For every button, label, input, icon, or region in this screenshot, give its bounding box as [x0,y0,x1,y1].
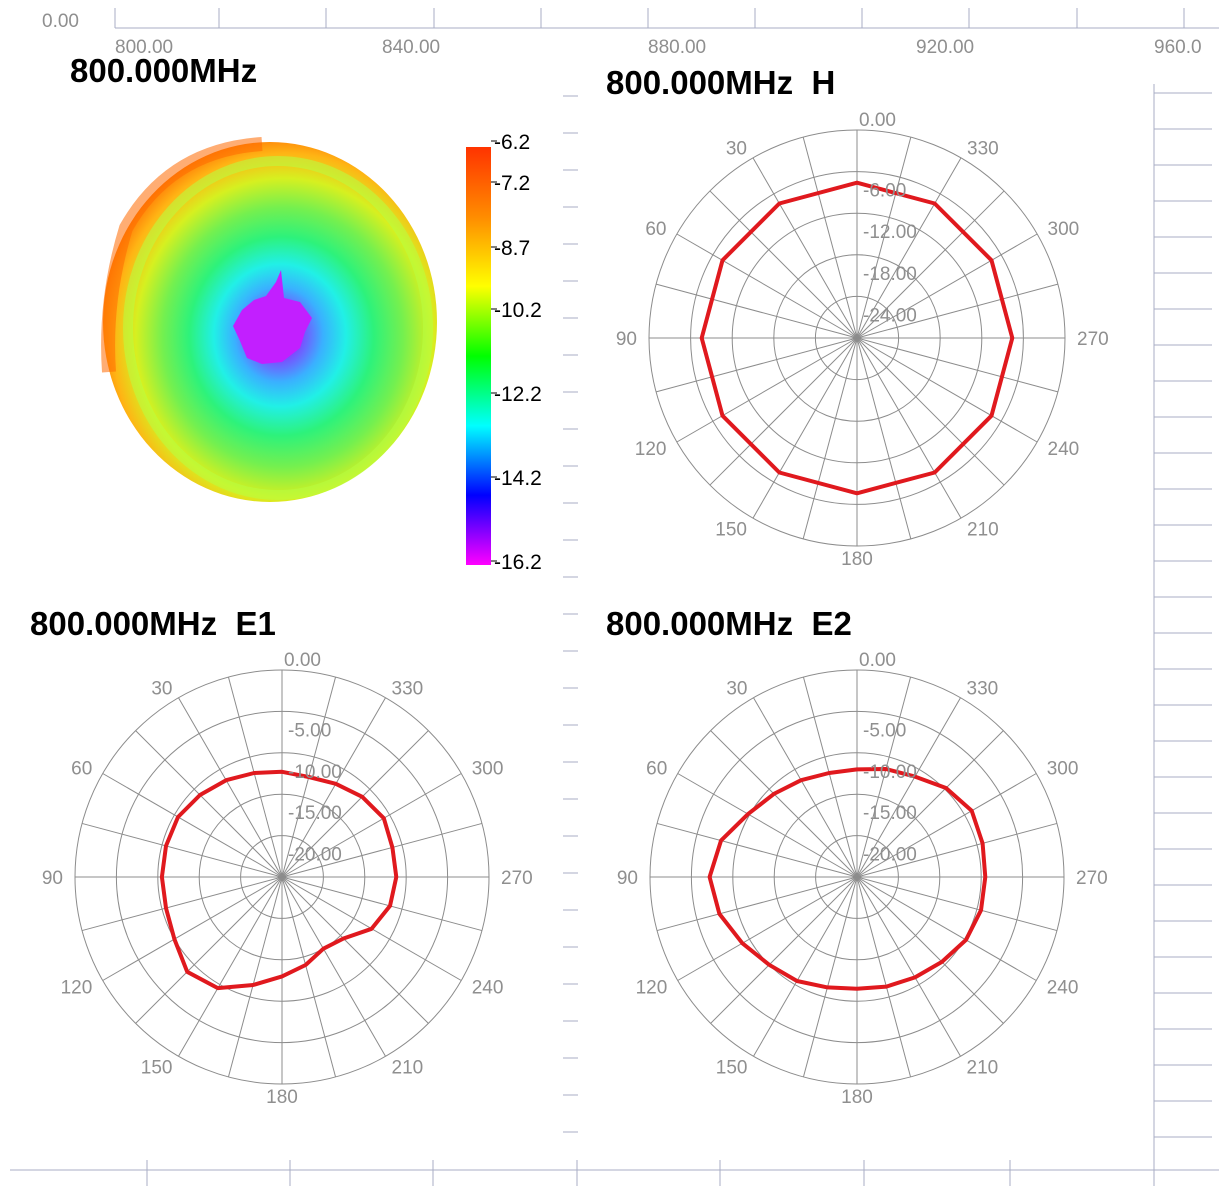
polar-radial-label: -12.00 [863,222,917,243]
polar-grid-spoke [136,877,282,1023]
polar-grid-spoke [656,284,857,338]
polar-radial-label: -10.00 [863,762,917,783]
polar-grid-spoke [857,877,911,1077]
polar-angle-label: 60 [645,219,666,240]
polar-chart-e2: 0.00 30 60 90 120 150 180 210 240 270 300 330 -5.00 -… [617,650,1108,1108]
polar-grid-spoke [857,877,1036,981]
polar-angle-label: 330 [392,678,424,699]
polar-angle-label: 30 [151,678,172,699]
polar-grid-spoke [803,877,857,1077]
polar-grid-spoke [657,823,857,877]
polar-radial-label: -5.00 [288,720,331,741]
polar-radial-label: -15.00 [863,803,917,824]
polar-grid-spoke [803,338,857,539]
polar-angle-label: 210 [392,1058,424,1079]
polar-angle-label: 180 [266,1087,298,1108]
polar-angle-label: 180 [841,549,873,570]
polar-grid-spoke [282,877,482,931]
polar-chart-e1: 0.00 30 60 90 120 150 180 210 240 270 300 330 -5.00 -… [42,650,533,1108]
polar-angle-label: 210 [967,1058,999,1079]
polar-angle-label: 210 [967,520,999,541]
polar-grid-spoke [857,338,1004,485]
e2-plane-title: 800.000MHz E2 [606,607,852,640]
polar-angle-label: 90 [42,868,63,889]
polar-angle-label: 330 [967,678,999,699]
polar-grid-spoke [282,877,386,1056]
polar-trace [710,769,986,989]
polar-grid-spoke [179,877,283,1056]
polar-angle-label: 30 [726,678,747,699]
polar-angle-label: 30 [726,139,747,160]
polar-angle-label: 300 [1047,759,1079,780]
polar-radial-label: -18.00 [863,264,917,285]
polar-grid-spoke [754,698,858,877]
polar-angle-label: 150 [716,1058,748,1079]
polar-angle-label: 120 [636,978,668,999]
polar-angle-label: 270 [501,868,533,889]
polar-angle-label: 180 [841,1087,873,1108]
polar-angle-label: 150 [141,1058,173,1079]
polar-grid-spoke [103,877,282,981]
polar-grid-spoke [103,774,282,878]
h-plane-title: 800.000MHz H [606,66,835,99]
polar-angle-label: 300 [472,759,504,780]
polar-grid-spoke [857,338,911,539]
polar-angle-label: 240 [1047,978,1079,999]
polar-grid-spoke [136,731,282,877]
polar-grid-spoke [857,877,1057,931]
polar-angle-label: 90 [617,868,638,889]
polar-radial-label: -24.00 [863,305,917,326]
polar-angle-label: 0.00 [859,650,896,671]
polar-grid-spoke [710,338,857,485]
polar-angle-label: 60 [646,759,667,780]
polar-grid-spoke [803,137,857,338]
polar-radial-label: -10.00 [288,762,342,783]
polar-angle-label: 300 [1048,219,1080,240]
polar-angle-label: 240 [1048,439,1080,460]
polar-angle-label: 0.00 [859,110,896,131]
polar-angle-label: 90 [616,329,637,350]
polar-chart-h: 0.00 30 60 90 120 150 180 210 240 270 300 330 -6.00 -… [616,110,1109,570]
polar-grid-spoke [82,877,282,931]
polar-angle-label: 0.00 [284,650,321,671]
polar-radial-label: -20.00 [863,845,917,866]
polar-grid-spoke [711,877,857,1023]
polar-angle-label: 330 [967,139,999,160]
polar-grid-spoke [857,877,961,1056]
polar-radial-label: -5.00 [863,720,906,741]
polar-grid-spoke [656,338,857,392]
surface-title: 800.000MHz [70,54,257,87]
polar-radial-label: -15.00 [288,803,342,824]
polar-radial-label: -20.00 [288,845,342,866]
polar-grid-spoke [857,338,1058,392]
e1-plane-title: 800.000MHz E1 [30,607,276,640]
polar-angle-label: 240 [472,978,504,999]
polar-grid-spoke [657,877,857,931]
polar-grid-spoke [711,731,857,877]
polar-angle-label: 60 [71,759,92,780]
polar-radial-label: -6.00 [863,181,906,202]
polar-grid-spoke [179,698,283,877]
polar-angle-label: 120 [61,978,93,999]
polar-grid-spoke [710,191,857,338]
polar-angle-label: 270 [1077,329,1109,350]
polar-grid-spoke [82,823,282,877]
polar-angle-label: 150 [715,520,747,541]
polar-angle-label: 270 [1076,868,1108,889]
polar-grid-spoke [282,877,428,1023]
polar-grid-spoke [678,774,857,878]
polar-grid-spoke [282,877,336,1077]
polar-angle-label: 120 [635,439,667,460]
